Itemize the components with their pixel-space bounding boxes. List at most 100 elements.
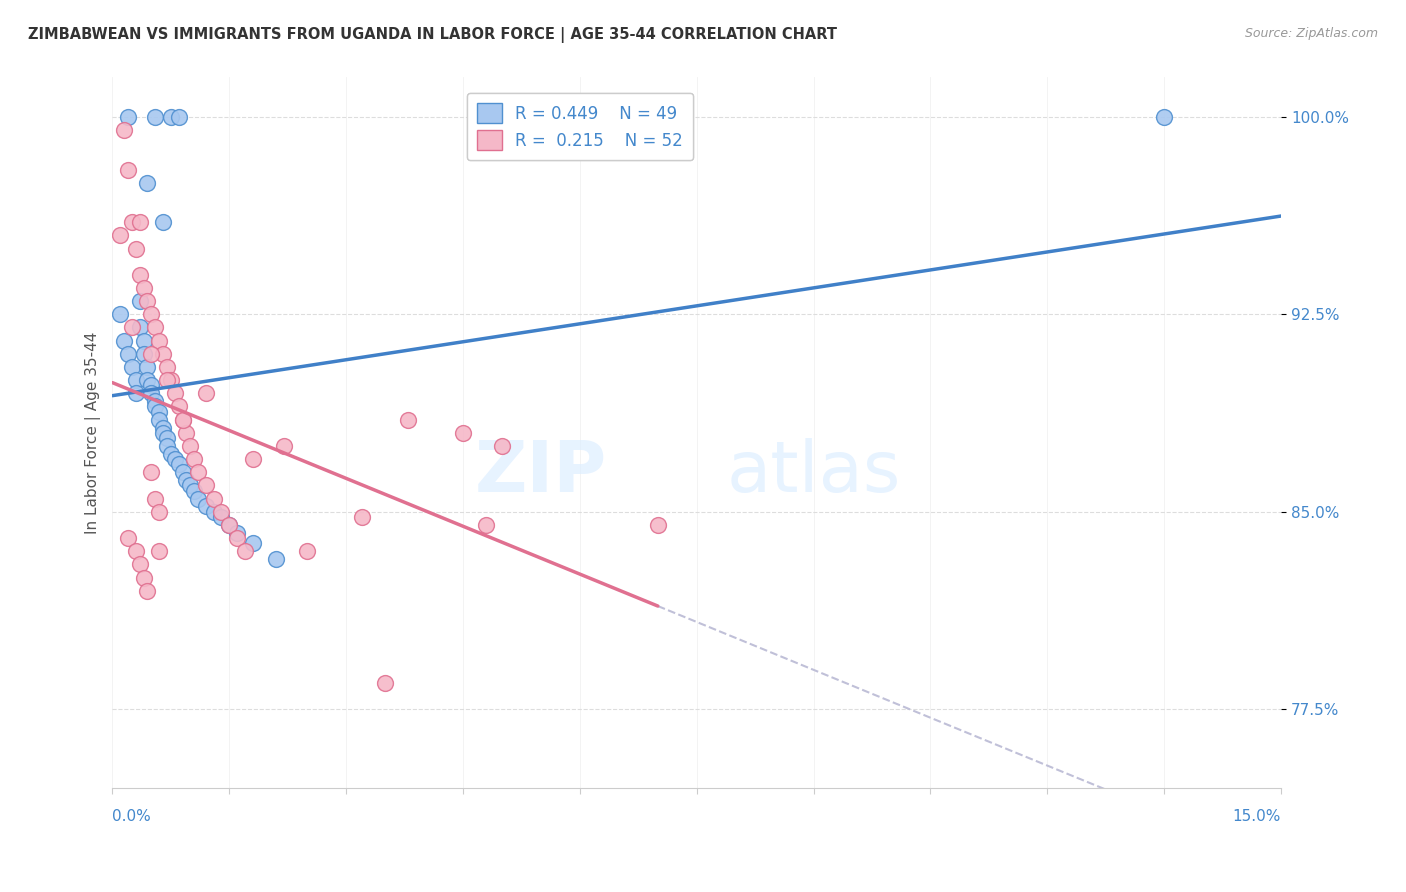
Point (163, 386, 186, 401)
Point (112, 123, 135, 137)
Point (128, 558, 150, 572)
Point (167, 110, 190, 124)
Point (233, 544, 256, 558)
Point (475, 517, 498, 532)
Point (451, 425, 474, 440)
Point (179, 439, 201, 453)
Point (163, 452, 186, 467)
Legend: R = 0.449    N = 49, R =  0.215    N = 52: R = 0.449 N = 49, R = 0.215 N = 52 (467, 93, 693, 161)
Point (141, 378, 163, 392)
Point (128, 268, 150, 282)
Point (152, 215, 174, 229)
Point (187, 465, 209, 479)
Point (117, 531, 139, 545)
Point (242, 536, 264, 550)
Point (136, 373, 159, 387)
Point (152, 425, 174, 440)
Point (211, 505, 233, 519)
Point (218, 517, 240, 532)
Point (141, 347, 163, 361)
Text: atlas: atlas (727, 438, 901, 507)
Point (141, 465, 163, 479)
Point (194, 500, 217, 514)
Point (183, 483, 205, 498)
Point (242, 452, 264, 467)
Text: Source: ZipAtlas.com: Source: ZipAtlas.com (1244, 27, 1378, 40)
Point (156, 439, 179, 453)
Point (194, 386, 217, 401)
Point (167, 458, 190, 472)
Point (172, 465, 194, 479)
Point (148, 505, 170, 519)
Point (125, 544, 148, 558)
Point (121, 215, 143, 229)
Point (218, 517, 240, 532)
Point (141, 386, 163, 401)
Point (143, 394, 166, 409)
Point (172, 412, 194, 426)
Point (108, 228, 131, 243)
Point (125, 242, 148, 256)
Point (143, 491, 166, 506)
Point (136, 359, 159, 374)
Point (128, 320, 150, 334)
Point (264, 552, 287, 566)
Point (143, 110, 166, 124)
Point (132, 570, 155, 584)
Point (226, 531, 249, 545)
Point (295, 544, 318, 558)
Point (128, 215, 150, 229)
Point (121, 320, 143, 334)
Point (136, 583, 159, 598)
Point (132, 347, 155, 361)
Point (172, 412, 194, 426)
Text: 15.0%: 15.0% (1233, 809, 1281, 824)
Point (148, 334, 170, 348)
Point (202, 505, 225, 519)
Point (1153, 110, 1175, 124)
Text: ZIP: ZIP (475, 438, 607, 507)
Point (156, 359, 179, 374)
Point (160, 373, 183, 387)
Point (136, 176, 159, 190)
Point (152, 420, 174, 434)
Point (141, 307, 163, 321)
Point (202, 491, 225, 506)
Point (183, 452, 205, 467)
Point (156, 373, 179, 387)
Point (152, 347, 174, 361)
Text: ZIMBABWEAN VS IMMIGRANTS FROM UGANDA IN LABOR FORCE | AGE 35-44 CORRELATION CHAR: ZIMBABWEAN VS IMMIGRANTS FROM UGANDA IN … (28, 27, 837, 43)
Point (117, 110, 139, 124)
Point (117, 162, 139, 177)
Point (187, 491, 209, 506)
Point (156, 431, 179, 445)
Point (491, 439, 513, 453)
Point (211, 510, 233, 524)
Point (117, 347, 139, 361)
Point (125, 373, 148, 387)
Point (136, 294, 159, 309)
Point (350, 510, 373, 524)
Point (647, 517, 669, 532)
Text: 0.0%: 0.0% (112, 809, 152, 824)
Point (374, 676, 396, 690)
Point (160, 110, 183, 124)
Point (143, 320, 166, 334)
Point (132, 281, 155, 295)
Point (176, 473, 198, 487)
Point (132, 334, 155, 348)
Point (148, 405, 170, 419)
Point (226, 525, 249, 540)
Point (273, 439, 295, 453)
Point (160, 447, 183, 461)
Point (167, 400, 190, 414)
Point (108, 307, 131, 321)
Y-axis label: In Labor Force | Age 35-44: In Labor Force | Age 35-44 (86, 332, 101, 534)
Point (148, 544, 170, 558)
Point (125, 386, 148, 401)
Point (176, 425, 198, 440)
Point (398, 412, 420, 426)
Point (128, 294, 150, 309)
Point (148, 412, 170, 426)
Point (112, 334, 135, 348)
